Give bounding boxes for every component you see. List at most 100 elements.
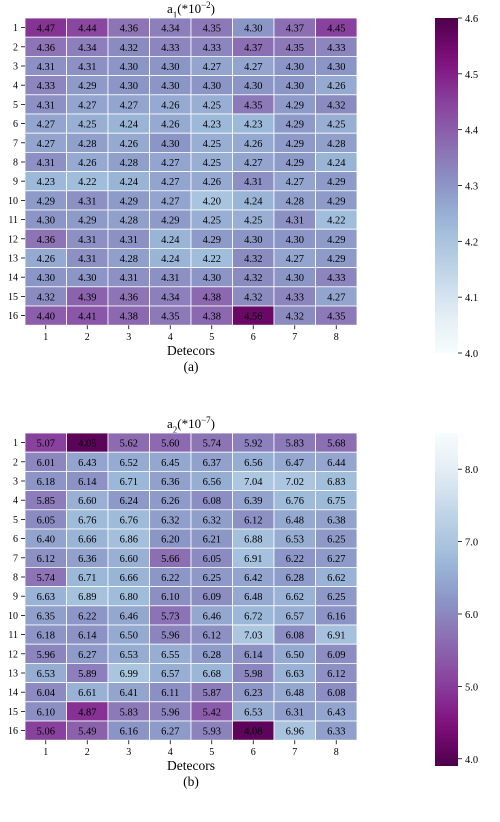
cell-value-label: 6.57 — [161, 669, 179, 680]
cell-value-label: 6.48 — [286, 515, 304, 526]
cell-value-label: 4.37 — [244, 43, 262, 54]
y-tick-label: 4 — [13, 81, 18, 92]
panel-label: (a) — [184, 359, 199, 374]
cell-value-label: 4.35 — [286, 43, 304, 54]
cell-value-label: 5.73 — [161, 611, 179, 622]
cell-value-label: 6.14 — [78, 477, 97, 488]
cell-value-label: 4.34 — [161, 24, 180, 35]
cell-value-label: 4.30 — [244, 235, 262, 246]
y-tick-label: 5 — [13, 100, 18, 111]
cell-value-label: 4.28 — [78, 139, 96, 150]
cell-value-label: 5.66 — [161, 554, 179, 565]
y-tick-label: 4 — [13, 496, 18, 507]
cell-value-label: 6.11 — [161, 688, 179, 699]
cell-value-label: 6.32 — [161, 515, 179, 526]
cell-value-label: 6.26 — [161, 496, 179, 507]
cell-value-label: 4.47 — [37, 24, 55, 35]
cell-value-label: 4.29 — [203, 235, 221, 246]
colorbar — [435, 433, 458, 766]
cell-value-label: 4.08 — [244, 727, 262, 738]
cell-value-label: 4.30 — [37, 273, 55, 284]
cell-value-label: 5.49 — [78, 727, 96, 738]
cell-value-label: 4.32 — [244, 273, 262, 284]
cell-value-label: 6.27 — [161, 727, 179, 738]
cell-value-label: 4.36 — [37, 43, 55, 54]
y-tick-label: 2 — [13, 42, 18, 53]
cell-value-label: 4.23 — [37, 177, 55, 188]
cell-value-label: 6.43 — [78, 458, 96, 469]
x-tick-label: 1 — [43, 747, 48, 758]
cell-value-label: 4.27 — [244, 158, 262, 169]
cell-value-label: 5.07 — [37, 439, 55, 450]
chart-title: a1(*10−2) — [167, 0, 215, 20]
cell-value-label: 4.32 — [244, 292, 262, 303]
cell-value-label: 6.16 — [327, 611, 345, 622]
y-tick-label: 9 — [13, 177, 18, 188]
cell-value-label: 4.31 — [286, 216, 304, 227]
cell-value-label: 4.30 — [161, 62, 179, 73]
cell-value-label: 6.66 — [120, 573, 138, 584]
cell-value-label: 6.18 — [37, 631, 55, 642]
cell-value-label: 5.68 — [327, 439, 345, 450]
x-tick-label: 5 — [209, 332, 214, 343]
cell-value-label: 4.26 — [161, 100, 179, 111]
cell-value-label: 6.63 — [37, 592, 55, 603]
cell-value-label: 4.39 — [78, 292, 96, 303]
cell-value-label: 6.45 — [161, 458, 179, 469]
x-axis-label: Detecors — [167, 758, 215, 773]
cell-value-label: 4.32 — [286, 312, 304, 323]
cell-value-label: 4.26 — [203, 177, 221, 188]
cell-value-label: 6.22 — [286, 554, 304, 565]
cell-value-label: 4.25 — [327, 120, 345, 131]
cell-value-label: 6.56 — [244, 458, 262, 469]
cell-value-label: 6.14 — [78, 631, 97, 642]
cell-value-label: 4.29 — [78, 216, 96, 227]
cell-value-label: 4.45 — [327, 24, 345, 35]
cell-value-label: 4.32 — [37, 292, 55, 303]
cell-value-label: 5.98 — [244, 669, 262, 680]
cell-value-label: 6.53 — [37, 669, 55, 680]
cell-value-label: 6.36 — [78, 554, 96, 565]
cell-value-label: 4.31 — [37, 100, 55, 111]
cell-value-label: 4.25 — [203, 158, 221, 169]
y-tick-label: 16 — [8, 726, 18, 737]
cell-value-label: 4.27 — [244, 62, 262, 73]
cell-value-label: 6.05 — [203, 554, 221, 565]
cell-value-label: 6.53 — [244, 707, 262, 718]
cell-value-label: 6.27 — [78, 650, 96, 661]
y-tick-label: 5 — [13, 515, 18, 526]
cell-value-label: 4.33 — [37, 81, 55, 92]
cell-value-label: 4.29 — [286, 158, 304, 169]
cell-value-label: 6.52 — [120, 458, 138, 469]
cell-value-label: 6.55 — [161, 650, 179, 661]
x-tick-label: 4 — [168, 332, 173, 343]
cell-value-label: 6.37 — [203, 458, 221, 469]
cell-value-label: 6.40 — [37, 535, 55, 546]
cell-value-label: 4.30 — [244, 81, 262, 92]
cell-value-label: 6.47 — [286, 458, 304, 469]
cell-value-label: 6.08 — [327, 688, 345, 699]
cell-value-label: 6.76 — [286, 496, 304, 507]
y-tick-label: 10 — [8, 611, 18, 622]
cell-value-label: 5.96 — [161, 707, 179, 718]
cell-value-label: 6.60 — [120, 554, 138, 565]
cell-value-label: 6.08 — [286, 631, 304, 642]
cell-value-label: 6.16 — [120, 727, 138, 738]
cell-value-label: 4.33 — [327, 273, 345, 284]
cell-value-label: 6.22 — [161, 573, 179, 584]
cell-value-label: 6.71 — [120, 477, 138, 488]
x-tick-label: 8 — [334, 747, 339, 758]
panel-label: (b) — [183, 774, 199, 789]
cell-value-label: 4.29 — [327, 235, 345, 246]
y-tick-label: 8 — [13, 158, 18, 169]
cell-value-label: 6.12 — [37, 554, 55, 565]
cell-value-label: 6.99 — [120, 669, 138, 680]
colorbar-tick-label: 4.4 — [465, 126, 479, 137]
colorbar-tick-label: 4.3 — [465, 182, 478, 193]
cell-value-label: 6.33 — [327, 727, 345, 738]
cell-value-label: 6.32 — [203, 515, 221, 526]
cell-value-label: 6.46 — [203, 611, 221, 622]
cell-value-label: 4.28 — [327, 139, 345, 150]
y-tick-label: 13 — [8, 254, 18, 265]
